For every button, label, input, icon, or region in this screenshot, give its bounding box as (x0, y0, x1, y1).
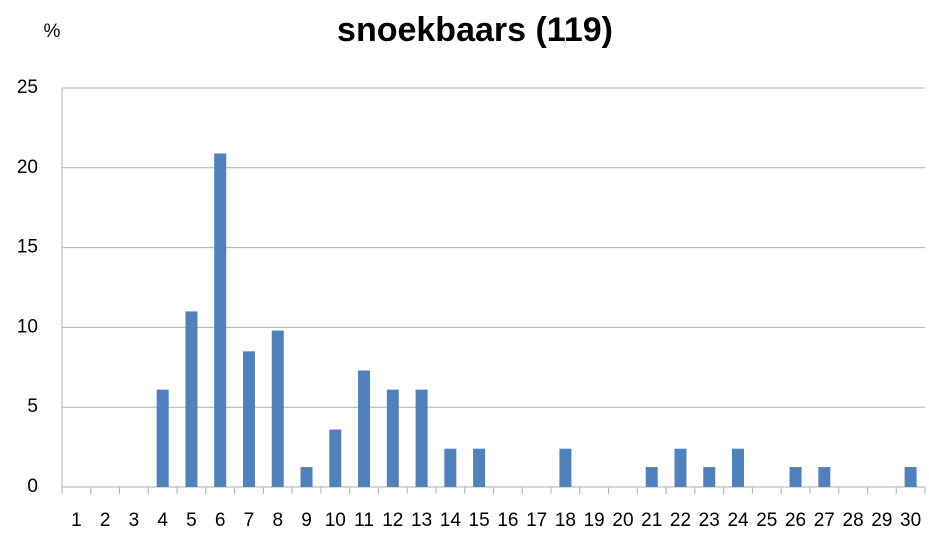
x-tick-label: 1 (71, 510, 82, 531)
bar (789, 467, 802, 487)
bar (645, 467, 658, 487)
bar (329, 429, 342, 487)
bar (415, 389, 428, 487)
bar (300, 467, 313, 487)
bar (156, 389, 169, 487)
y-tick-label: 25 (17, 77, 38, 98)
bar (473, 448, 486, 487)
x-tick-label: 23 (699, 510, 720, 531)
x-tick-label: 15 (469, 510, 490, 531)
x-tick-label: 14 (440, 510, 462, 531)
x-tick-label: 27 (814, 510, 835, 531)
x-tick-label: 16 (497, 510, 518, 531)
bar (732, 448, 745, 487)
bar (242, 351, 255, 487)
x-tick-label: 7 (244, 510, 255, 531)
x-tick-label: 13 (411, 510, 432, 531)
x-tick-label: 28 (843, 510, 864, 531)
bar (271, 330, 284, 487)
x-tick-label: 2 (100, 510, 111, 531)
x-tick-label: 11 (354, 510, 374, 531)
x-tick-label: 21 (641, 510, 662, 531)
y-tick-label: 15 (17, 237, 38, 258)
bar (904, 467, 917, 487)
y-axis-label: % (44, 21, 61, 42)
x-tick-label: 4 (157, 510, 168, 531)
x-tick-label: 9 (301, 510, 312, 531)
x-tick-label: 25 (756, 510, 777, 531)
y-tick-label: 0 (27, 476, 38, 497)
y-tick-label: 20 (17, 157, 38, 178)
x-tick-label: 17 (526, 510, 547, 531)
y-tick-label: 10 (17, 316, 38, 337)
x-tick-label: 18 (555, 510, 576, 531)
bar (358, 370, 371, 487)
bar (559, 448, 572, 487)
x-tick-label: 26 (785, 510, 806, 531)
x-tick-label: 3 (129, 510, 140, 531)
x-tick-label: 10 (325, 510, 346, 531)
chart-title: snoekbaars (119) (337, 11, 613, 49)
bar (185, 311, 198, 487)
bar (703, 467, 716, 487)
bar (444, 448, 457, 487)
bar (818, 467, 831, 487)
x-tick-label: 30 (900, 510, 921, 531)
bar (386, 389, 399, 487)
x-tick-label: 22 (670, 510, 691, 531)
bar (674, 448, 687, 487)
x-tick-label: 12 (382, 510, 403, 531)
y-tick-label: 5 (27, 396, 38, 417)
x-tick-label: 8 (272, 510, 283, 531)
x-tick-label: 19 (584, 510, 605, 531)
x-tick-label: 5 (186, 510, 197, 531)
x-tick-label: 24 (727, 510, 749, 531)
x-tick-label: 29 (871, 510, 892, 531)
x-tick-label: 20 (612, 510, 633, 531)
x-tick-label: 6 (215, 510, 226, 531)
bar (214, 153, 227, 487)
